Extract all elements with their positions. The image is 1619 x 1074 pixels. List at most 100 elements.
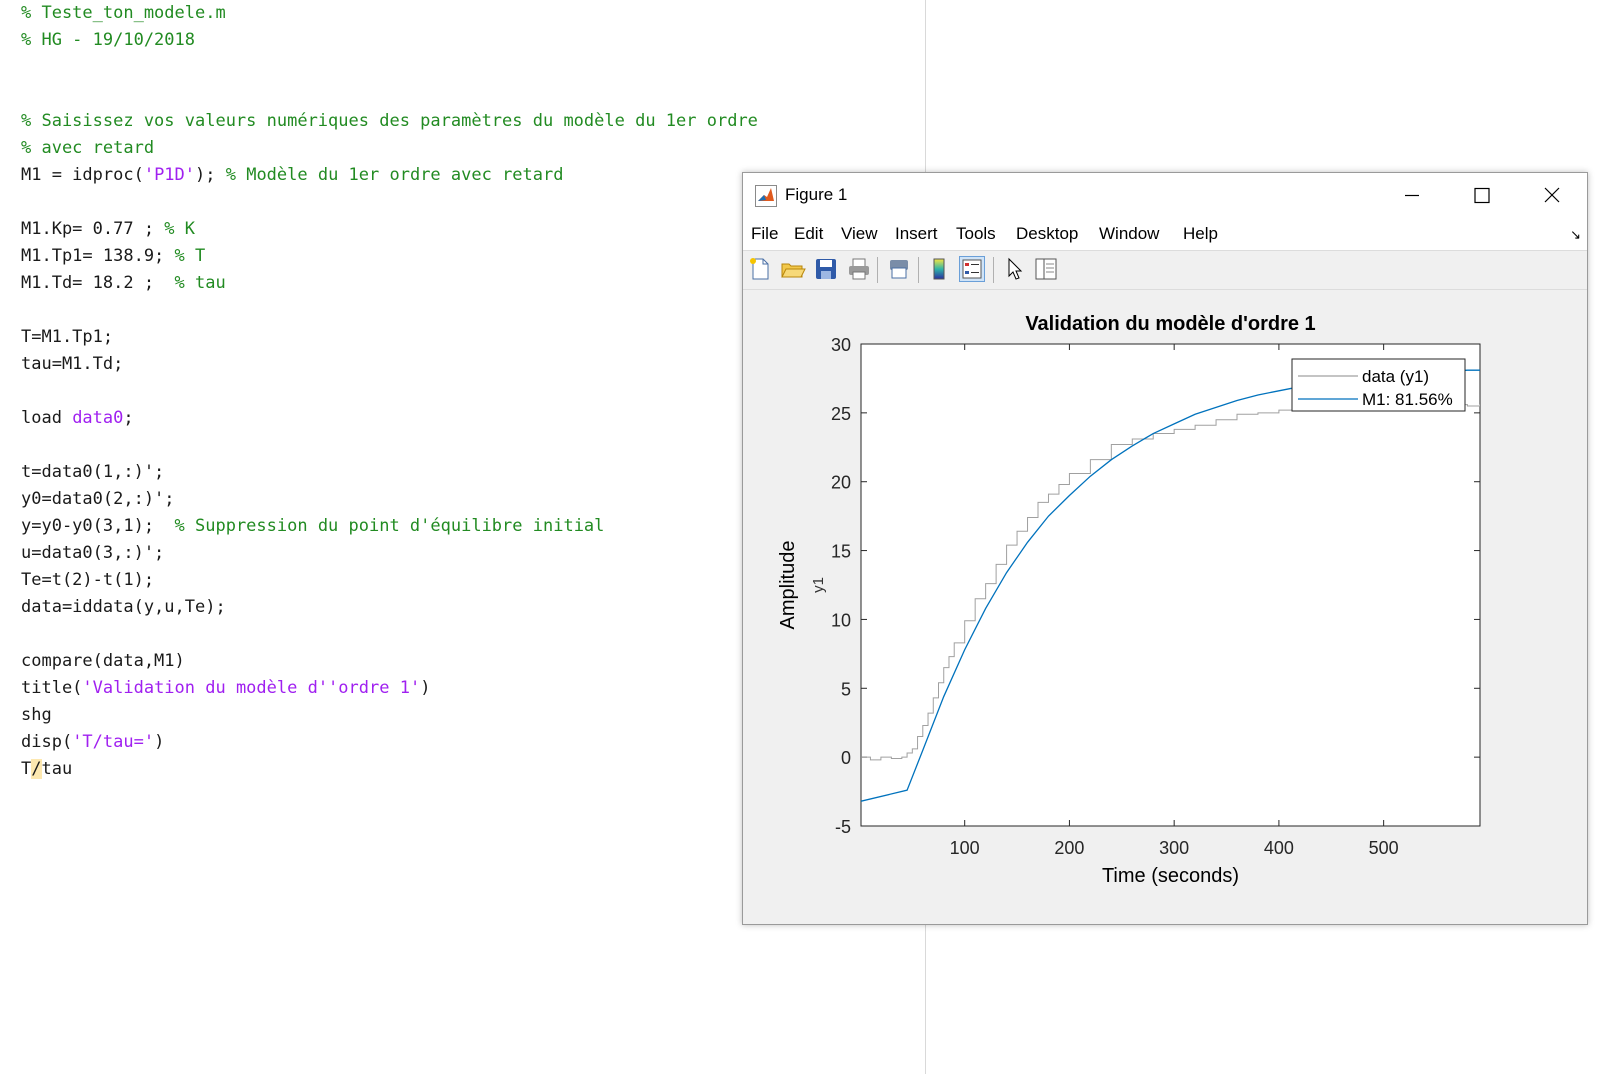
code-line[interactable] [21, 621, 758, 648]
code-token: Te=t(2)-t(1); [21, 570, 155, 590]
code-token: ; [123, 408, 134, 428]
toolbar-separator [993, 257, 994, 283]
code-line[interactable] [21, 297, 758, 324]
code-string: 'T/tau=' [72, 732, 155, 752]
code-token: M1 = idproc( [21, 165, 144, 185]
figure-title: Figure 1 [785, 185, 848, 204]
legend-entry: M1: 81.56% [1362, 390, 1453, 409]
code-line[interactable]: % avec retard [21, 135, 758, 162]
close-icon[interactable] [1517, 173, 1587, 218]
y-axis-channel-label: y1 [810, 577, 827, 593]
x-tick-label: 500 [1369, 838, 1399, 858]
code-comment: % Saisissez vos valeurs numériques des p… [21, 111, 758, 131]
code-line[interactable] [21, 81, 758, 108]
y-tick-label: -5 [835, 817, 851, 837]
code-line[interactable]: T/tau [21, 756, 758, 783]
code-token: M1.Tp1= 138.9; [21, 246, 175, 266]
code-lines[interactable]: % Teste_ton_modele.m % HG - 19/10/2018 % … [21, 0, 758, 783]
code-line[interactable]: y0=data0(2,:)'; [21, 486, 758, 513]
menu-window[interactable]: Window [1099, 224, 1160, 243]
code-line[interactable]: % Saisissez vos valeurs numériques des p… [21, 108, 758, 135]
code-string: data0 [72, 408, 124, 428]
insert-legend-icon[interactable] [959, 256, 985, 282]
code-line[interactable]: shg [21, 702, 758, 729]
code-line[interactable]: tau=M1.Td; [21, 351, 758, 378]
code-line[interactable] [21, 189, 758, 216]
menu-help[interactable]: Help [1183, 224, 1218, 243]
print-icon[interactable] [846, 256, 872, 282]
figure-window[interactable]: Figure 1 File Edit View Insert Tools Des… [742, 172, 1588, 925]
open-file-icon[interactable] [780, 256, 806, 282]
code-line[interactable]: % HG - 19/10/2018 [21, 27, 758, 54]
code-line[interactable]: Te=t(2)-t(1); [21, 567, 758, 594]
code-token: ); [195, 165, 226, 185]
property-inspector-icon[interactable] [1033, 256, 1059, 282]
y-tick-label: 15 [831, 542, 851, 562]
code-token: ) [154, 732, 165, 752]
code-token: ) [420, 678, 431, 698]
code-comment: % Suppression du point d'équilibre initi… [174, 516, 605, 536]
menu-file[interactable]: File [751, 224, 779, 243]
legend-entry: data (y1) [1362, 367, 1429, 386]
y-tick-label: 25 [831, 404, 851, 424]
menu-tools[interactable]: Tools [956, 224, 996, 243]
code-token: data=iddata(y,u,Te); [21, 597, 226, 617]
chart-title: Validation du modèle d'ordre 1 [1025, 313, 1315, 335]
code-line[interactable]: M1.Td= 18.2 ; % tau [21, 270, 758, 297]
y-axis-label: Amplitude [777, 541, 799, 630]
menu-view[interactable]: View [841, 224, 878, 243]
print-preview-icon[interactable] [886, 256, 912, 282]
maximize-icon[interactable] [1447, 173, 1517, 218]
code-token: M1.Td= 18.2 ; [21, 273, 175, 293]
code-line[interactable]: data=iddata(y,u,Te); [21, 594, 758, 621]
pointer-icon[interactable] [1001, 256, 1027, 282]
code-comment: % Teste_ton_modele.m [21, 3, 226, 23]
code-line[interactable]: title('Validation du modèle d''ordre 1') [21, 675, 758, 702]
code-line[interactable] [21, 432, 758, 459]
code-line[interactable]: % Teste_ton_modele.m [21, 0, 758, 27]
insert-colorbar-icon[interactable] [926, 256, 952, 282]
toolbar-separator [877, 257, 878, 283]
menu-insert[interactable]: Insert [895, 224, 938, 243]
dock-arrow-icon[interactable]: ↘ [1570, 227, 1581, 242]
legend-box[interactable] [1291, 358, 1466, 412]
code-line[interactable]: M1 = idproc('P1D'); % Modèle du 1er ordr… [21, 162, 758, 189]
code-line[interactable]: M1.Tp1= 138.9; % T [21, 243, 758, 270]
code-token: compare(data,M1) [21, 651, 185, 671]
code-token: y0=data0(2,:)'; [21, 489, 175, 509]
x-tick-label: 300 [1159, 838, 1189, 858]
save-icon[interactable] [813, 256, 839, 282]
code-comment: % K [164, 219, 196, 239]
axes-box[interactable] [860, 343, 1481, 827]
y-tick-label: 10 [831, 610, 851, 630]
code-string: 'P1D' [143, 165, 196, 185]
code-comment: % HG - 19/10/2018 [21, 30, 195, 50]
code-line[interactable] [21, 378, 758, 405]
code-line[interactable]: u=data0(3,:)'; [21, 540, 758, 567]
y-tick-label: 30 [831, 335, 851, 355]
code-token: y=y0-y0(3,1); [21, 516, 175, 536]
code-line[interactable]: disp('T/tau=') [21, 729, 758, 756]
y-tick-label: 0 [841, 748, 851, 768]
x-tick-label: 100 [950, 838, 980, 858]
menu-edit[interactable]: Edit [794, 224, 824, 243]
code-token: tau=M1.Td; [21, 354, 124, 374]
code-line[interactable]: y=y0-y0(3,1); % Suppression du point d'é… [21, 513, 758, 540]
code-comment: % avec retard [21, 138, 155, 158]
figure-titlebar[interactable]: Figure 1 [743, 173, 1587, 218]
plot-area[interactable]: 100 200 300 400 500 -5 0 5 10 15 20 25 30 Validation … [743, 289, 1585, 923]
matlab-logo-icon [755, 185, 777, 207]
code-line[interactable]: M1.Kp= 0.77 ; % K [21, 216, 758, 243]
code-line[interactable]: T=M1.Tp1; [21, 324, 758, 351]
new-figure-icon[interactable] [747, 256, 773, 282]
code-line[interactable]: load data0; [21, 405, 758, 432]
code-line[interactable]: t=data0(1,:)'; [21, 459, 758, 486]
code-token: T [21, 759, 32, 779]
figure-toolbar [743, 250, 1587, 290]
code-line[interactable]: compare(data,M1) [21, 648, 758, 675]
code-cursor-char: / [31, 759, 42, 779]
minimize-icon[interactable] [1377, 173, 1447, 218]
code-line[interactable] [21, 54, 758, 81]
x-tick-label: 200 [1054, 838, 1084, 858]
menu-desktop[interactable]: Desktop [1016, 224, 1079, 243]
